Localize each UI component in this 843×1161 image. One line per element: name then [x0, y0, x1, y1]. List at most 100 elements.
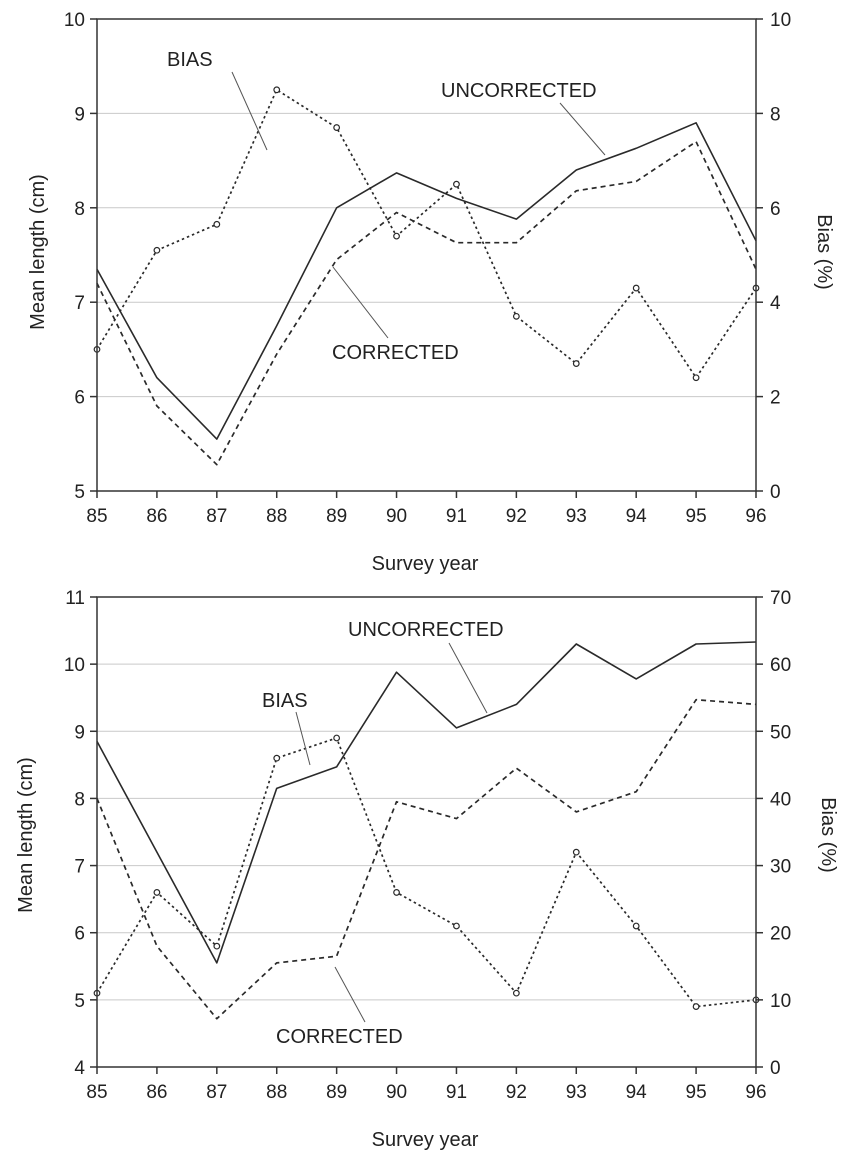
top-annotation-uncorrected: UNCORRECTED [441, 80, 597, 102]
x-tick-label: 90 [386, 1082, 407, 1103]
x-tick-label: 95 [686, 1082, 707, 1103]
y2-tick-label: 4 [770, 293, 781, 314]
annotation-leader-line [295, 711, 311, 766]
annotation-leader-line [559, 102, 606, 156]
y2-tick-label: 30 [770, 857, 791, 878]
y2-tick-label: 0 [770, 1058, 781, 1079]
x-tick-label: 93 [566, 506, 587, 527]
y2-tick-label: 10 [770, 10, 791, 31]
x-tick-label: 88 [266, 1082, 287, 1103]
x-tick-label: 86 [146, 506, 167, 527]
x-tick-label: 87 [206, 506, 227, 527]
bias-point-marker [393, 889, 400, 896]
y-tick-label: 5 [74, 991, 85, 1012]
y-tick-label: 8 [74, 199, 85, 220]
series-line-corrected [96, 698, 757, 1020]
bottom-series-lines [96, 641, 757, 1020]
x-tick-label: 93 [566, 1082, 587, 1103]
top-y2-axis-label: Bias (%) [813, 214, 835, 290]
top-grid [97, 112, 756, 398]
x-tick-label: 89 [326, 1082, 347, 1103]
bottom-x-axis-label: Survey year [372, 1129, 479, 1151]
bias-point-marker [572, 848, 580, 856]
x-tick-label: 86 [146, 1082, 167, 1103]
bias-point-marker [572, 360, 580, 367]
x-tick-label: 91 [446, 1082, 467, 1103]
y-tick-label: 10 [64, 655, 85, 676]
y-tick-label: 4 [74, 1058, 85, 1079]
bias-point-marker [692, 374, 700, 382]
bias-point-marker [153, 246, 161, 254]
top-x-axis-label: Survey year [372, 553, 479, 575]
annotation-leader-line [332, 266, 389, 339]
y2-tick-label: 60 [770, 655, 791, 676]
y2-tick-label: 6 [770, 199, 781, 220]
bias-point-marker [632, 922, 640, 930]
x-tick-label: 88 [266, 506, 287, 527]
annotation-leader-line [231, 71, 268, 151]
y2-tick-label: 50 [770, 722, 791, 743]
x-tick-label: 87 [206, 1082, 227, 1103]
series-line-uncorrected [96, 122, 757, 440]
x-tick-label: 85 [86, 506, 107, 527]
bottom-plot-frame [96, 596, 757, 1068]
y2-tick-label: 8 [770, 104, 781, 125]
series-line-bias [96, 88, 757, 379]
bias-point-marker [393, 232, 400, 240]
top-series-lines [96, 88, 757, 466]
y-tick-label: 10 [64, 10, 85, 31]
x-tick-label: 85 [86, 1082, 107, 1103]
top-plot-frame [96, 18, 757, 492]
bias-point-marker [632, 284, 640, 292]
series-line-bias [96, 737, 757, 1008]
y2-tick-label: 0 [770, 482, 781, 503]
bottom-grid [97, 663, 756, 1001]
series-line-uncorrected [96, 641, 757, 964]
annotation-leader-line [448, 642, 488, 714]
series-line-corrected [96, 140, 757, 466]
y2-tick-label: 2 [770, 388, 781, 409]
bias-point-marker [333, 124, 341, 131]
top-bias-markers [93, 86, 760, 382]
y-tick-label: 5 [74, 482, 85, 503]
y2-tick-label: 10 [770, 991, 791, 1012]
bottom-annotation-bias: BIAS [262, 690, 308, 712]
bias-point-marker [512, 312, 520, 320]
bias-point-marker [153, 889, 161, 896]
y-tick-label: 9 [74, 104, 85, 125]
x-tick-label: 94 [626, 506, 648, 527]
bias-point-marker [692, 1003, 700, 1010]
bias-point-marker [333, 734, 341, 742]
bias-point-marker [213, 220, 221, 228]
y-tick-label: 7 [74, 857, 85, 878]
y2-tick-label: 70 [770, 588, 791, 609]
bottom-bias-markers [93, 734, 760, 1010]
bias-point-marker [273, 754, 281, 762]
x-tick-label: 96 [745, 1082, 766, 1103]
y-tick-label: 6 [74, 388, 85, 409]
bottom-y2-axis-label: Bias (%) [817, 797, 839, 873]
bottom-y-axis-label: Mean length (cm) [15, 757, 37, 913]
x-tick-label: 90 [386, 506, 407, 527]
x-tick-label: 96 [745, 506, 766, 527]
bottom-annotation-leaders [295, 642, 488, 1023]
bias-point-marker [453, 180, 460, 188]
y-tick-label: 11 [65, 588, 85, 609]
y2-tick-label: 40 [770, 789, 791, 810]
y-tick-label: 7 [74, 293, 85, 314]
bias-point-marker [512, 989, 520, 997]
y2-tick-label: 20 [770, 924, 791, 945]
bias-point-marker [273, 86, 281, 94]
x-tick-label: 91 [446, 506, 467, 527]
x-tick-label: 92 [506, 1082, 527, 1103]
top-y-axis-label: Mean length (cm) [27, 174, 49, 330]
top-annotation-corrected: CORRECTED [332, 342, 459, 364]
y-tick-label: 6 [74, 924, 85, 945]
top-annotation-leaders [231, 71, 606, 339]
bottom-annotation-corrected: CORRECTED [276, 1026, 403, 1048]
